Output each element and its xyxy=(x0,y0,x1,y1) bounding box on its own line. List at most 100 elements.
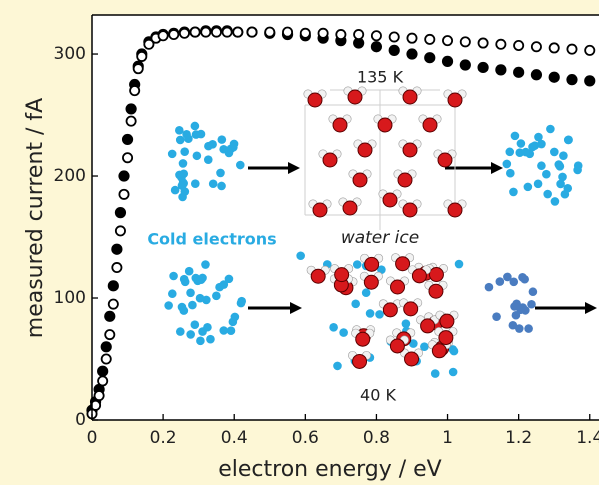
y-axis-label: measured current / fA xyxy=(23,98,48,338)
oxygen xyxy=(312,202,328,218)
electron xyxy=(188,300,197,310)
electron xyxy=(224,274,234,284)
electron xyxy=(229,139,239,149)
data-point xyxy=(246,26,258,38)
annotation: 40 K xyxy=(360,386,396,405)
electron xyxy=(361,288,371,298)
electron xyxy=(170,185,180,195)
data-point xyxy=(100,341,112,353)
electron xyxy=(216,168,225,178)
data-point xyxy=(406,32,418,44)
oxygen xyxy=(357,142,373,158)
data-point xyxy=(441,55,454,67)
data-point xyxy=(143,38,155,50)
electron xyxy=(533,179,543,189)
arrow-head xyxy=(288,162,300,174)
data-point xyxy=(353,37,365,49)
oxygen xyxy=(377,117,393,133)
electron xyxy=(559,151,568,160)
data-point xyxy=(107,298,119,310)
electron xyxy=(492,312,501,321)
data-point xyxy=(104,310,116,322)
oxygen xyxy=(382,302,398,318)
data-point xyxy=(111,262,123,274)
x-tick-label: 1.2 xyxy=(505,428,532,448)
electron xyxy=(546,124,555,134)
data-point xyxy=(264,26,276,38)
x-tick-label: 0.6 xyxy=(292,428,319,448)
oxygen xyxy=(307,92,323,108)
data-point xyxy=(424,52,436,64)
data-point xyxy=(122,152,134,164)
x-tick-label: 1 xyxy=(442,428,453,448)
data-point xyxy=(168,29,180,41)
x-axis-label: electron energy / eV xyxy=(218,457,442,482)
electron xyxy=(454,259,464,269)
oxygen xyxy=(439,313,455,329)
electron xyxy=(550,147,559,157)
electron xyxy=(508,320,518,330)
electron xyxy=(521,147,531,157)
data-point xyxy=(210,26,222,38)
data-point xyxy=(107,280,119,292)
electron xyxy=(175,135,185,145)
oxygen xyxy=(428,283,444,299)
electron xyxy=(237,296,247,306)
oxygen xyxy=(447,202,463,218)
x-tick-label: 0.2 xyxy=(150,428,177,448)
data-point xyxy=(282,26,294,38)
oxygen xyxy=(422,117,438,133)
x-tick-label: 0.4 xyxy=(221,428,248,448)
electron xyxy=(448,367,458,377)
electron xyxy=(542,169,551,179)
data-point xyxy=(114,225,126,237)
data-point xyxy=(388,31,400,43)
oxygen xyxy=(352,353,368,369)
electron xyxy=(534,132,543,142)
electron xyxy=(503,272,512,282)
electron xyxy=(177,173,186,182)
data-point xyxy=(132,63,144,75)
electron xyxy=(219,326,229,335)
oxygen xyxy=(322,152,338,168)
data-point xyxy=(100,353,112,365)
data-point xyxy=(353,29,365,41)
electron xyxy=(537,161,546,171)
oxygen xyxy=(382,192,398,208)
x-tick-label: 0.8 xyxy=(363,428,390,448)
y-tick-label: 300 xyxy=(54,44,86,64)
electron xyxy=(511,310,521,320)
plot-area xyxy=(92,15,599,420)
x-tick-label: 0 xyxy=(87,428,98,448)
arrow-head xyxy=(290,302,302,314)
oxygen xyxy=(390,279,406,295)
data-point xyxy=(121,133,134,146)
electron xyxy=(164,301,173,310)
data-point xyxy=(513,66,525,78)
data-point xyxy=(566,74,578,86)
electron xyxy=(201,260,210,269)
electron xyxy=(352,260,362,269)
electron xyxy=(420,342,429,351)
electron xyxy=(179,306,189,315)
data-point xyxy=(548,42,560,54)
electron xyxy=(226,326,236,336)
electron xyxy=(375,310,384,319)
electron xyxy=(510,302,519,311)
oxygen xyxy=(389,338,405,354)
electron xyxy=(505,147,515,157)
oxygen xyxy=(397,172,413,188)
oxygen xyxy=(420,318,436,334)
electron xyxy=(236,160,245,170)
electron xyxy=(484,282,494,292)
electron xyxy=(208,140,217,149)
data-point xyxy=(459,36,471,48)
electron xyxy=(510,131,520,141)
electron xyxy=(502,159,512,169)
data-point xyxy=(335,29,347,41)
data-point xyxy=(90,399,102,411)
oxygen xyxy=(437,152,453,168)
electron xyxy=(528,287,538,297)
